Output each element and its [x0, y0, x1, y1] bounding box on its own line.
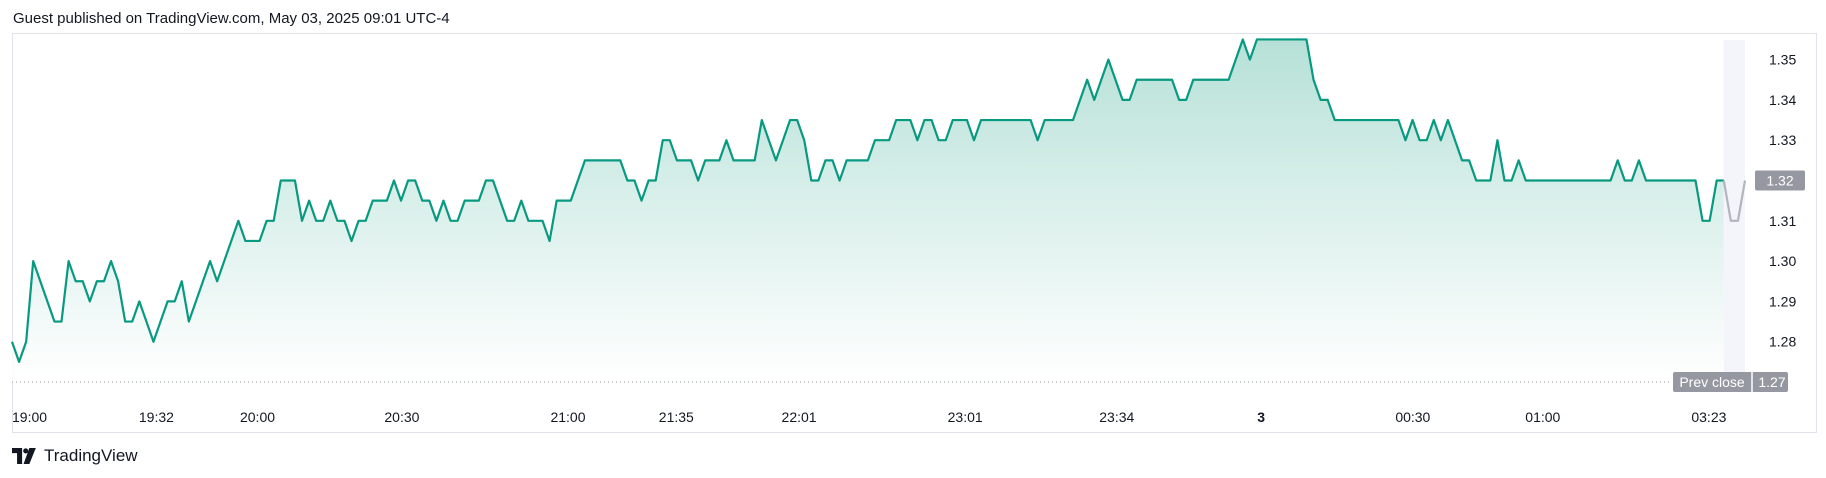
x-tick-label: 20:00	[240, 409, 275, 425]
y-tick-label: 1.33	[1769, 132, 1796, 148]
prev-close-label: Prev close	[1679, 374, 1745, 390]
x-tick-label: 23:01	[948, 409, 983, 425]
x-tick-label: 20:30	[384, 409, 419, 425]
tradingview-logo-icon	[12, 448, 36, 464]
x-tick-label: 3	[1257, 409, 1265, 425]
y-tick-label: 1.30	[1769, 253, 1796, 269]
price-chart[interactable]: 1.28 1.29 1.30 1.31 1.32 1.33 1.34 1.35 19:00 19…	[0, 0, 1826, 440]
y-tick-label: 1.31	[1769, 213, 1796, 229]
y-tick-label: 1.28	[1769, 334, 1796, 350]
extended-session-shade	[1723, 40, 1745, 382]
x-tick-label: 19:32	[139, 409, 174, 425]
x-tick-label: 01:00	[1525, 409, 1560, 425]
x-tick-label: 03:23	[1691, 409, 1726, 425]
x-tick-label: 21:00	[550, 409, 585, 425]
prev-close-badge	[1673, 372, 1788, 392]
header-text: Guest published on TradingView.com, May …	[13, 10, 450, 27]
extended-price-line	[1722, 180, 1747, 222]
x-tick-label: 23:34	[1099, 409, 1134, 425]
x-tick-label: 00:30	[1395, 409, 1430, 425]
x-tick-label: 21:35	[659, 409, 694, 425]
x-tick-label: 19:00	[12, 409, 47, 425]
y-tick-label: 1.34	[1769, 92, 1796, 108]
chart-frame	[12, 33, 1817, 433]
brand-name: TradingView	[44, 446, 138, 465]
last-price-label: 1.32	[1766, 173, 1793, 189]
price-line	[10, 38, 1724, 363]
price-area-fill	[12, 39, 1724, 382]
footer: TradingView	[12, 446, 138, 466]
last-price-badge	[1755, 170, 1805, 191]
prev-close-value: 1.27	[1758, 374, 1785, 390]
y-tick-label: 1.35	[1769, 52, 1796, 68]
y-tick-label: 1.29	[1769, 293, 1796, 309]
x-tick-label: 22:01	[782, 409, 817, 425]
